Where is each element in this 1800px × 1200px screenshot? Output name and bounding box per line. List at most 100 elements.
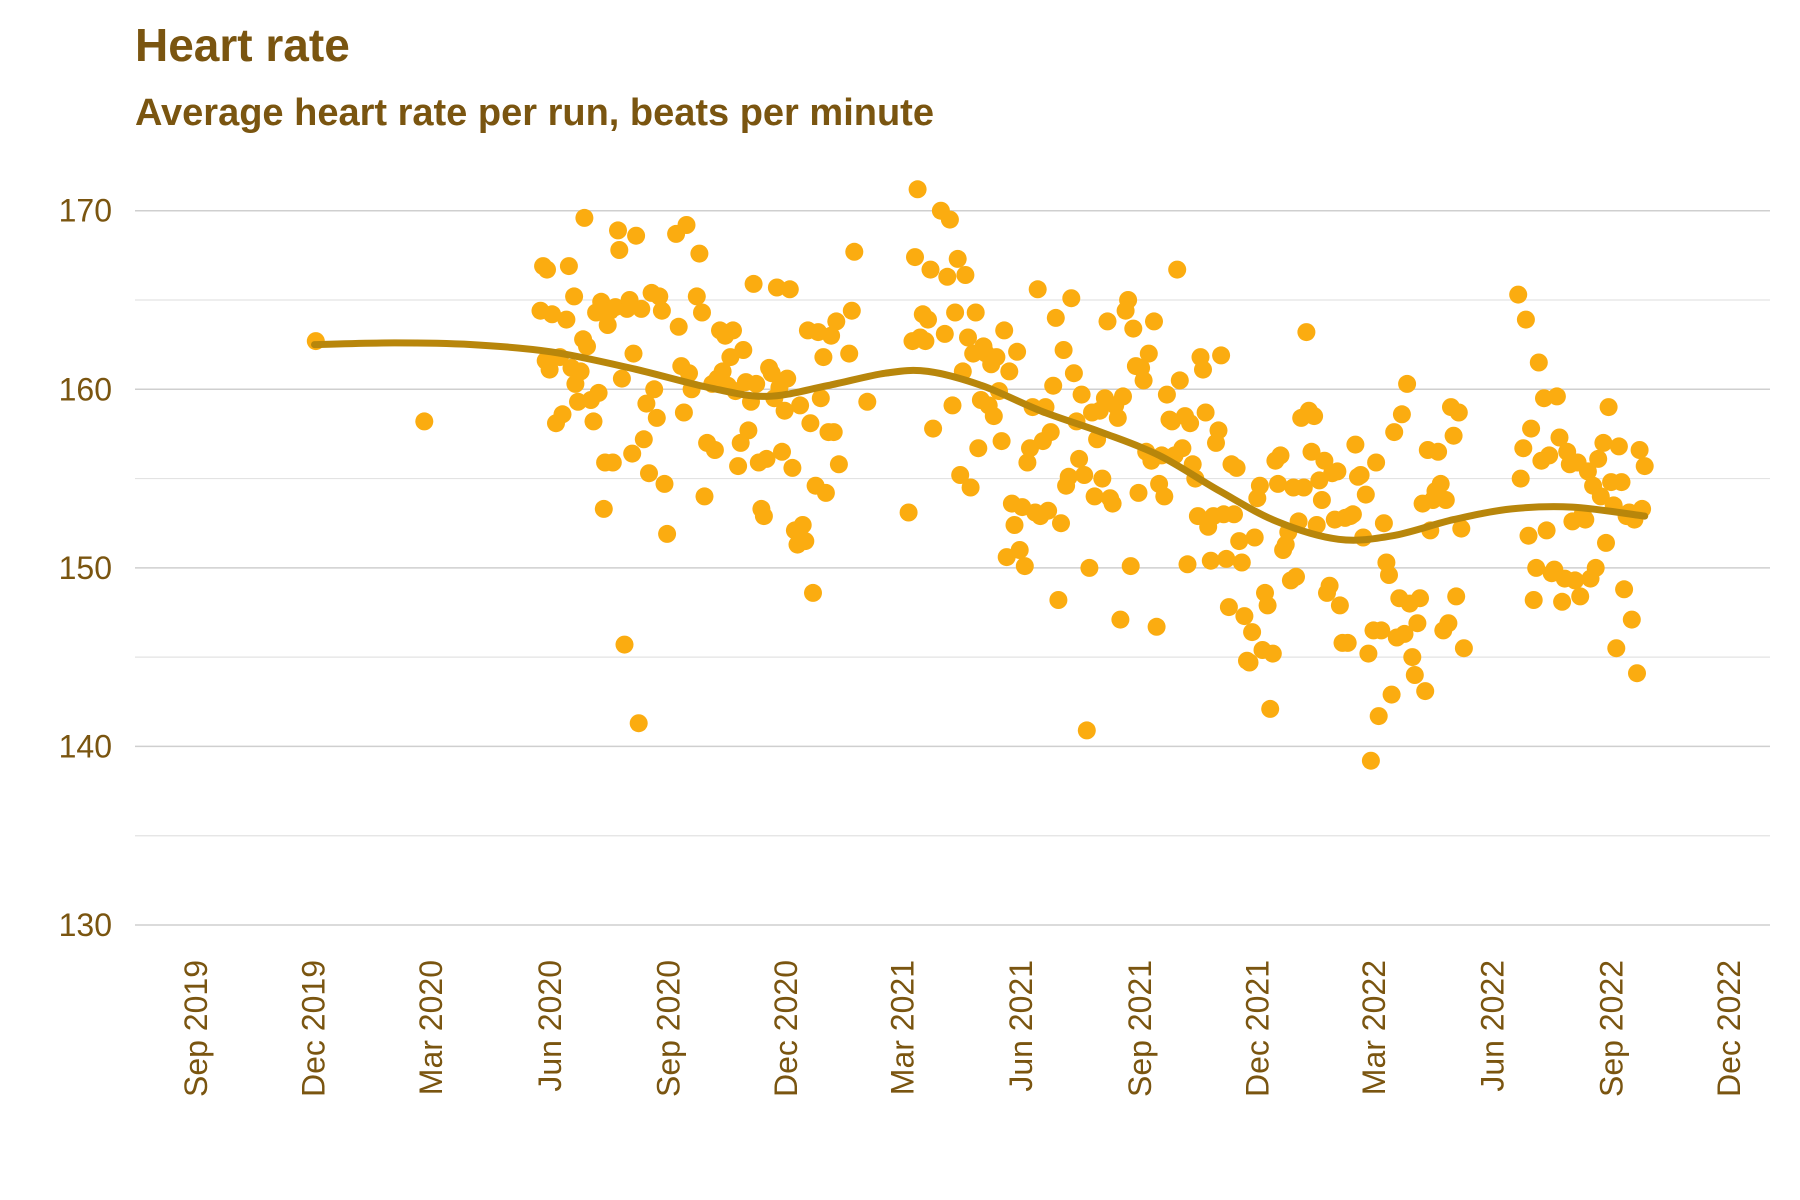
data-point-81	[744, 274, 763, 293]
data-point-131	[938, 267, 957, 286]
data-point-30	[603, 453, 622, 472]
data-point-6	[540, 360, 559, 379]
data-point-198	[1111, 610, 1130, 629]
x-tick-label-13: Dec 2022	[1711, 960, 1747, 1097]
data-point-266	[1287, 567, 1305, 586]
chart-title: Heart rate	[135, 19, 350, 71]
data-point-231	[1196, 403, 1215, 422]
data-point-40	[627, 226, 646, 245]
data-point-244	[1230, 532, 1249, 551]
data-point-252	[1250, 476, 1269, 495]
data-point-79	[739, 421, 758, 440]
data-point-367	[1599, 398, 1618, 417]
y-tick-label-130: 130	[59, 907, 112, 943]
data-point-201	[1119, 291, 1138, 309]
data-point-237	[1212, 346, 1231, 365]
data-point-5	[538, 260, 556, 279]
data-point-372	[1612, 473, 1631, 492]
data-point-180	[1064, 364, 1083, 383]
data-point-41	[629, 714, 648, 733]
data-point-363	[1589, 449, 1608, 468]
data-point-321	[1429, 442, 1448, 461]
data-point-304	[1385, 423, 1404, 442]
trend-line-layer	[311, 339, 1649, 544]
data-point-166	[1028, 280, 1047, 299]
data-point-107	[811, 389, 830, 408]
data-point-20	[578, 337, 596, 356]
data-point-86	[757, 449, 776, 468]
data-point-183	[1072, 385, 1091, 404]
data-point-299	[1372, 621, 1391, 640]
data-point-155	[1000, 362, 1019, 381]
data-point-92	[773, 442, 791, 461]
data-point-7	[543, 305, 562, 324]
data-point-82	[747, 374, 766, 393]
data-point-309	[1398, 374, 1417, 393]
x-tick-label-6: Mar 2021	[884, 960, 920, 1095]
data-point-162	[1018, 453, 1037, 472]
data-point-73	[724, 321, 742, 340]
data-point-337	[1522, 419, 1541, 438]
data-point-88	[762, 364, 781, 383]
y-tick-label-140: 140	[59, 728, 112, 764]
data-point-371	[1609, 437, 1628, 456]
data-point-260	[1271, 446, 1290, 465]
data-point-257	[1263, 644, 1282, 663]
data-point-362	[1586, 558, 1605, 577]
data-point-328	[1447, 587, 1466, 606]
data-point-199	[1114, 387, 1132, 406]
data-point-354	[1566, 571, 1584, 590]
x-tick-label-8: Sep 2021	[1122, 960, 1158, 1097]
data-point-338	[1524, 591, 1543, 609]
data-point-246	[1235, 607, 1254, 626]
data-point-62	[693, 303, 711, 322]
data-point-182	[1070, 449, 1089, 468]
data-point-47	[645, 380, 664, 399]
data-point-221	[1170, 371, 1189, 390]
data-point-42	[632, 299, 651, 318]
data-point-122	[908, 180, 927, 199]
data-point-51	[655, 474, 674, 493]
data-point-150	[987, 348, 1006, 367]
data-point-289	[1346, 435, 1365, 454]
data-point-172	[1044, 376, 1063, 395]
data-point-302	[1380, 566, 1398, 584]
data-point-366	[1597, 533, 1615, 552]
x-axis-labels: Sep 2019 Dec 2019 Mar 2020 Jun 2020 Sep 2020…	[178, 960, 1747, 1097]
data-point-1	[415, 412, 434, 431]
data-point-134	[946, 303, 965, 322]
data-point-126	[919, 310, 937, 329]
data-point-279	[1320, 576, 1339, 595]
data-point-303	[1382, 685, 1401, 704]
data-point-365	[1594, 433, 1613, 452]
data-point-259	[1269, 474, 1287, 493]
data-point-308	[1395, 624, 1414, 643]
data-point-101	[796, 532, 815, 551]
data-point-96	[783, 458, 802, 477]
data-point-297	[1367, 453, 1386, 472]
data-point-153	[995, 321, 1014, 340]
data-point-381	[1635, 457, 1654, 476]
data-point-57	[677, 216, 696, 234]
data-point-99	[791, 396, 810, 415]
data-point-104	[804, 583, 822, 602]
data-point-225	[1181, 414, 1200, 433]
data-point-95	[780, 280, 799, 299]
data-point-197	[1108, 408, 1127, 427]
data-point-282	[1328, 462, 1347, 481]
data-point-339	[1527, 558, 1546, 577]
data-point-114	[829, 455, 848, 474]
data-point-359	[1578, 462, 1597, 481]
data-point-288	[1343, 505, 1362, 524]
data-point-255	[1258, 596, 1277, 615]
data-point-322	[1431, 474, 1450, 493]
data-point-216	[1157, 385, 1176, 404]
x-tick-label-0: Sep 2019	[178, 960, 214, 1097]
data-point-158	[1008, 342, 1027, 361]
data-point-136	[951, 466, 970, 484]
data-point-378	[1628, 664, 1646, 683]
x-tick-label-2: Mar 2020	[413, 960, 449, 1095]
grid-layer	[135, 209, 1770, 926]
data-point-239	[1217, 549, 1236, 568]
